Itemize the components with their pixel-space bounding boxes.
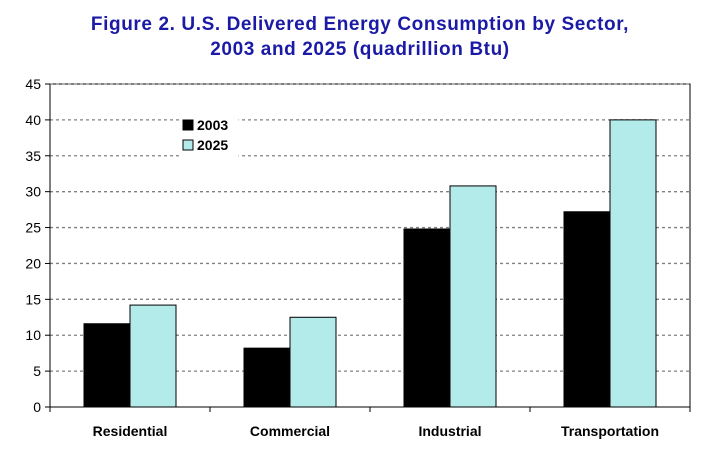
legend-label-2025: 2025 xyxy=(197,137,228,153)
y-tick-label: 10 xyxy=(25,327,41,343)
bar-transportation-2003 xyxy=(563,211,611,408)
x-tick-label: Transportation xyxy=(561,423,659,439)
y-tick-label: 5 xyxy=(33,363,41,379)
bars xyxy=(83,119,657,408)
bar-residential-2003 xyxy=(83,323,131,408)
x-tick-labels: Residential Commercial Industrial Transport… xyxy=(93,423,659,439)
x-tick-label: Commercial xyxy=(250,423,330,439)
legend: 2003 2025 xyxy=(179,110,239,158)
legend-swatch-2025 xyxy=(182,139,194,151)
legend-label-2003: 2003 xyxy=(197,117,228,133)
bar-commercial-2003 xyxy=(243,347,291,408)
y-tick-label: 35 xyxy=(25,148,41,164)
x-tick-label: Industrial xyxy=(418,423,481,439)
bar-industrial-2003 xyxy=(403,228,451,408)
y-tick-label: 45 xyxy=(25,76,41,92)
bar-commercial-2025 xyxy=(289,316,337,408)
chart-title-line1: Figure 2. U.S. Delivered Energy Consumpt… xyxy=(90,14,630,35)
axes xyxy=(45,83,691,412)
y-tick-label: 20 xyxy=(25,255,41,271)
bar-transportation-2025 xyxy=(609,119,657,408)
chart-title: Figure 2. U.S. Delivered Energy Consumpt… xyxy=(0,12,720,62)
bar-residential-2025 xyxy=(129,304,177,408)
y-tick-label: 15 xyxy=(25,291,41,307)
y-tick-label: 40 xyxy=(25,112,41,128)
chart-title-line2: 2003 and 2025 (quadrillion Btu) xyxy=(210,39,510,60)
y-tick-label: 30 xyxy=(25,184,41,200)
y-tick-label: 0 xyxy=(33,399,41,415)
gridlines xyxy=(50,83,690,372)
x-tick-label: Residential xyxy=(93,423,168,439)
y-tick-labels: 0 5 10 15 20 25 30 35 40 45 xyxy=(25,76,41,415)
y-tick-label: 25 xyxy=(25,220,41,236)
bar-industrial-2025 xyxy=(449,185,497,408)
legend-swatch-2003 xyxy=(182,119,194,131)
